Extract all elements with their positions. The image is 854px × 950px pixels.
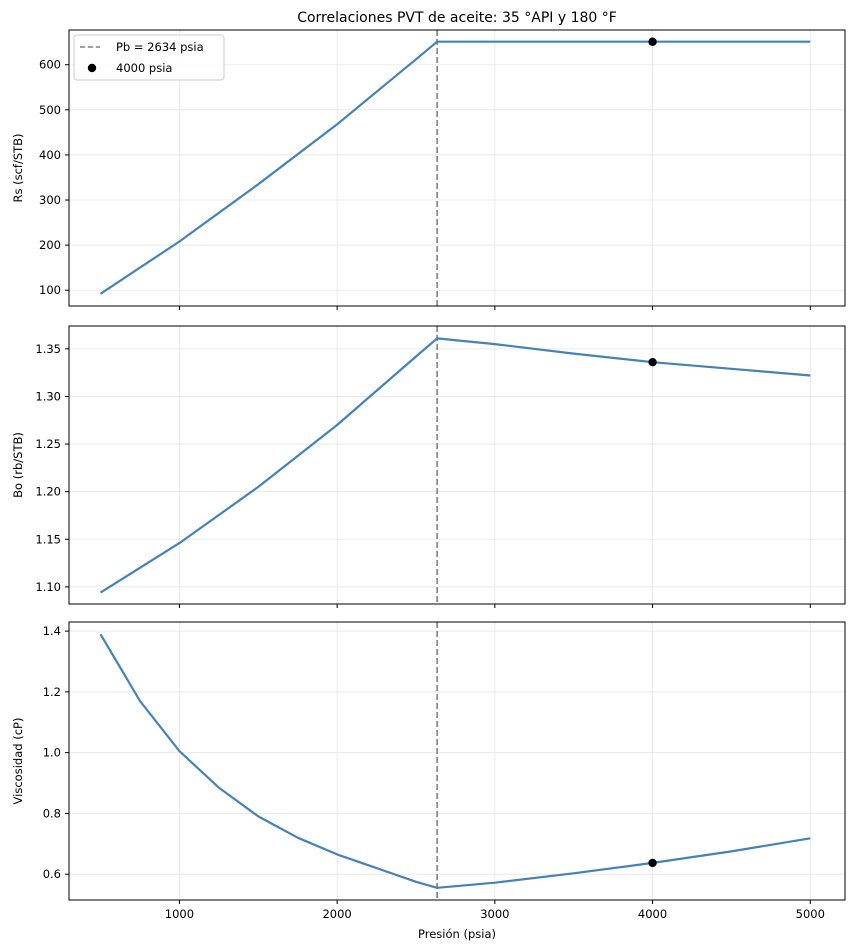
rs-curve	[99, 40, 811, 295]
panel-bo: 1.10 1.15 1.20 1.25 1.30 1.35 Bo (rb/STB)	[11, 325, 846, 608]
axes-frame	[68, 325, 846, 605]
panels-group: 100 200 300 400 500 600 Rs (scf/STB) Pb = 2634 …	[11, 29, 846, 921]
x-tick-label: 1000	[165, 907, 194, 921]
rs-y-axis-label: Rs (scf/STB)	[11, 133, 25, 202]
y-tick-label: 100	[39, 283, 61, 297]
y-tick-label: 1.20	[35, 485, 61, 499]
y-tick-label: 300	[39, 193, 61, 207]
mu-curve	[99, 633, 811, 889]
x-tick-label: 3000	[480, 907, 509, 921]
mu-point-4000	[648, 858, 657, 868]
y-tick-label: 200	[39, 238, 61, 252]
legend-point-label: 4000 psia	[116, 61, 172, 75]
legend-point-swatch	[87, 63, 97, 73]
y-tick-label: 1.4	[43, 624, 61, 638]
x-tick-label: 2000	[322, 907, 351, 921]
legend: Pb = 2634 psia 4000 psia	[73, 34, 225, 81]
panel-rs: 100 200 300 400 500 600 Rs (scf/STB) Pb = 2634 …	[11, 29, 846, 310]
y-tick-label: 1.2	[43, 685, 61, 699]
mu-y-axis-label: Viscosidad (cP)	[11, 718, 25, 805]
y-tick-label: 1.15	[35, 532, 61, 546]
y-tick-label: 1.35	[35, 342, 61, 356]
x-tick-label: 4000	[638, 907, 667, 921]
axes-frame	[68, 29, 846, 307]
chart-title: Correlaciones PVT de aceite: 35 °API y 1…	[297, 10, 617, 26]
legend-box	[73, 34, 225, 81]
y-tick-label: 1.25	[35, 437, 61, 451]
panel-mu: 1000 2000 3000 4000 5000 0.6 0.8 1.0 1.2 1.4 Visco…	[11, 621, 846, 921]
bo-y-axis-label: Bo (rb/STB)	[11, 432, 25, 498]
bo-curve	[99, 337, 811, 594]
y-tick-label: 1.0	[43, 746, 61, 760]
y-tick-label: 600	[39, 58, 61, 72]
x-tick-label: 5000	[796, 907, 825, 921]
axes-frame	[68, 621, 846, 901]
y-tick-label: 0.8	[43, 806, 61, 820]
y-tick-label: 500	[39, 103, 61, 117]
y-tick-label: 1.10	[35, 580, 61, 594]
y-tick-label: 1.30	[35, 389, 61, 403]
y-tick-label: 0.6	[43, 867, 61, 881]
y-tick-label: 400	[39, 148, 61, 162]
legend-pb-label: Pb = 2634 psia	[116, 40, 204, 54]
x-axis-label: Presión (psia)	[418, 927, 496, 941]
bo-point-4000	[648, 357, 657, 367]
rs-point-4000	[648, 37, 657, 46]
